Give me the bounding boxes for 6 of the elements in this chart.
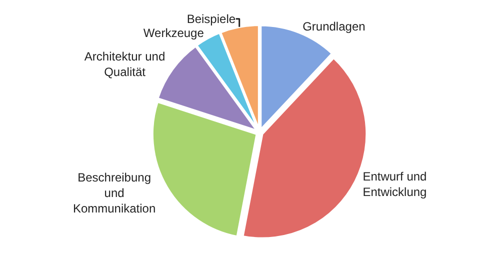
slice-label: Architektur und Qualität (84, 49, 166, 79)
slice-label: Werkzeuge (143, 26, 204, 40)
slice-label: Beispiele (186, 12, 236, 26)
slice-label: Beschreibung und Kommunikation (72, 170, 156, 216)
slice-label: Entwurf und Entwicklung (362, 170, 427, 200)
slice-label: Grundlagen (302, 20, 366, 34)
